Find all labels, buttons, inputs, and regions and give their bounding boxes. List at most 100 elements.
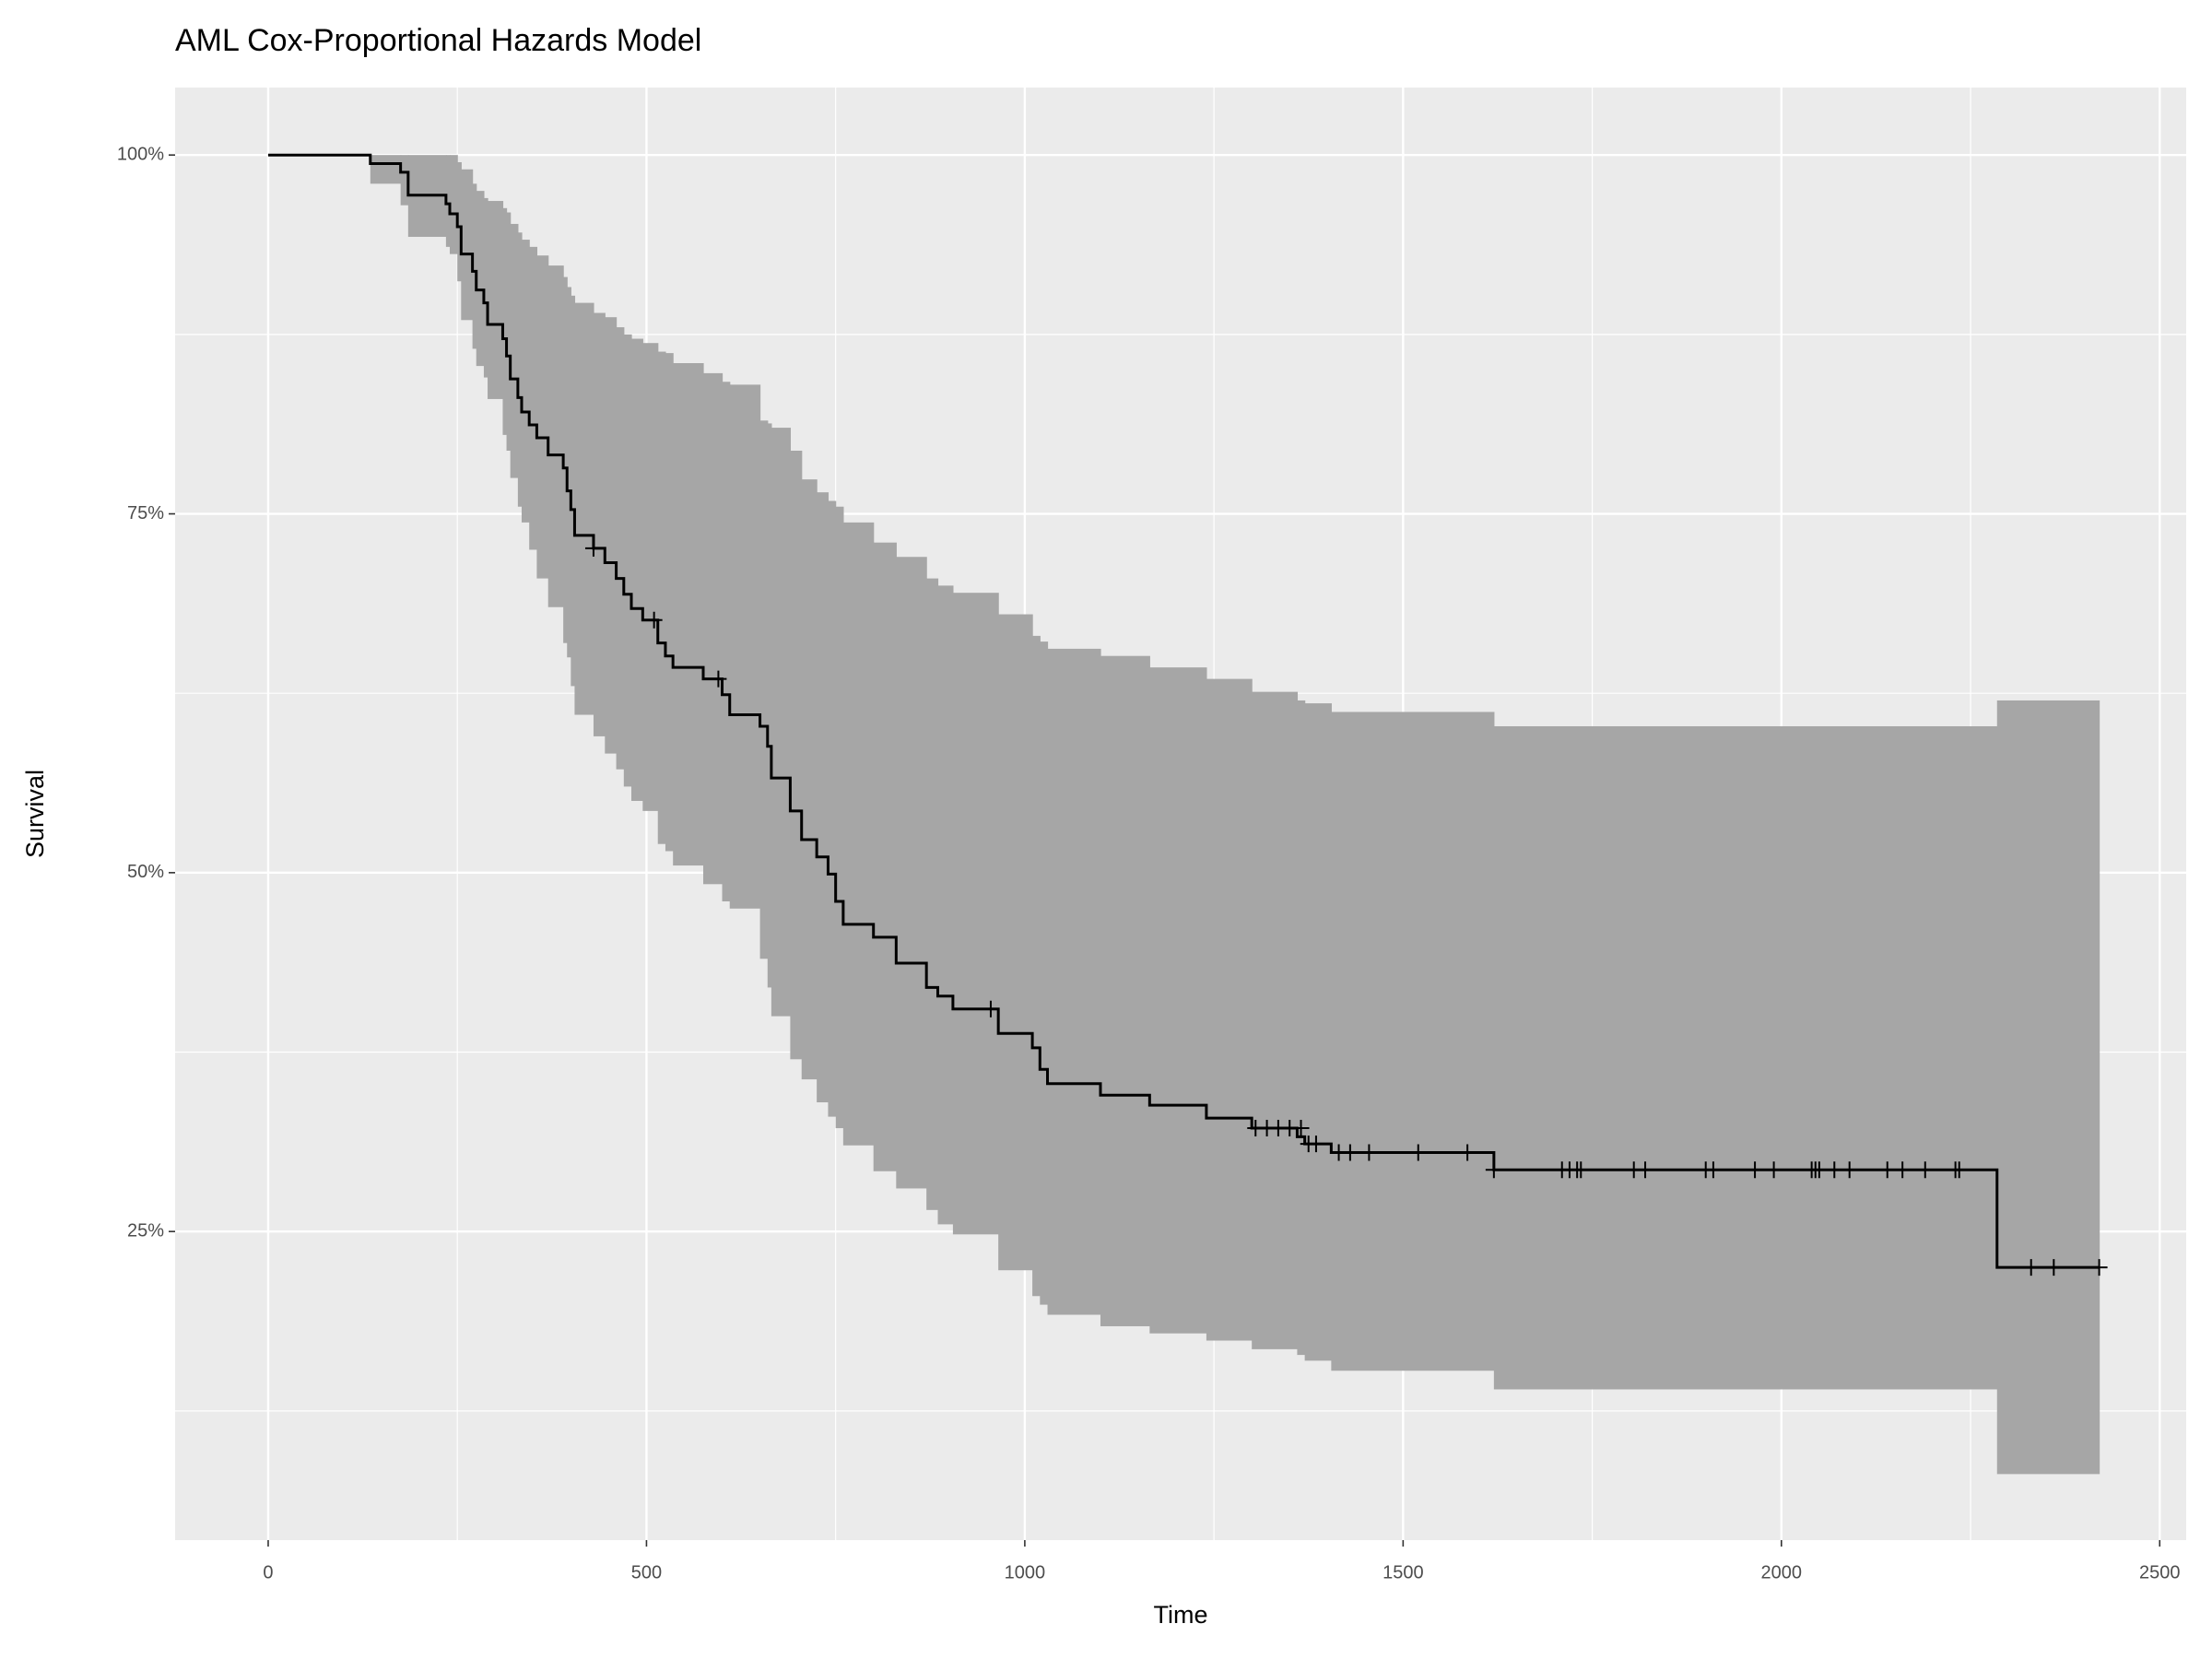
confidence-band — [616, 327, 625, 770]
censor-mark — [1810, 1161, 1828, 1179]
confidence-band — [1252, 691, 1299, 1349]
confidence-band — [631, 338, 643, 801]
confidence-band — [896, 557, 927, 1189]
censor-mark — [1878, 1161, 1896, 1179]
confidence-band — [673, 363, 704, 866]
confidence-band — [1493, 726, 1998, 1390]
censor-mark — [2022, 1259, 2040, 1277]
censor-mark — [1765, 1161, 1783, 1179]
confidence-band — [952, 593, 999, 1235]
confidence-band — [567, 287, 571, 658]
x-tick-label: 0 — [263, 1562, 273, 1583]
confidence-band — [1047, 648, 1101, 1315]
censor-mark — [645, 611, 663, 629]
confidence-band — [502, 207, 508, 435]
x-axis-title: Time — [1154, 1601, 1208, 1629]
censor-mark — [1360, 1144, 1378, 1161]
confidence-band — [665, 353, 674, 852]
confidence-band — [771, 428, 792, 1017]
confidence-band — [623, 334, 632, 787]
confidence-band — [767, 423, 772, 988]
confidence-band — [1297, 700, 1306, 1356]
confidence-band — [1206, 678, 1253, 1341]
confidence-band — [1996, 700, 2100, 1475]
confidence-band — [400, 155, 409, 206]
censor-mark — [1409, 1144, 1427, 1161]
confidence-band — [521, 240, 530, 523]
confidence-band — [998, 614, 1033, 1271]
x-tick-label: 500 — [631, 1562, 662, 1583]
confidence-band — [472, 183, 477, 349]
x-tick-label: 1000 — [1005, 1562, 1046, 1583]
survival-line — [267, 153, 2100, 1269]
confidence-band — [370, 155, 402, 184]
confidence-band — [926, 578, 939, 1210]
confidence-band — [547, 265, 564, 607]
x-tick-label: 1500 — [1382, 1562, 1424, 1583]
confidence-band — [722, 382, 731, 901]
confidence-band — [842, 522, 875, 1146]
confidence-band — [790, 451, 803, 1060]
confidence-band — [529, 246, 537, 550]
censor-mark — [1637, 1161, 1654, 1179]
confidence-band — [1331, 712, 1495, 1371]
confidence-band — [657, 351, 666, 844]
confidence-band — [1149, 667, 1207, 1334]
confidence-band — [729, 384, 761, 909]
confidence-band — [1100, 655, 1150, 1326]
confidence-band — [445, 155, 451, 247]
confidence-band — [461, 169, 474, 321]
censor-mark — [2045, 1259, 2063, 1277]
y-tick-label: 50% — [127, 862, 164, 882]
confidence-band — [449, 155, 458, 254]
confidence-band — [642, 343, 659, 811]
confidence-band — [483, 197, 488, 378]
censor-mark — [2090, 1259, 2108, 1277]
confidence-band — [574, 302, 594, 715]
confidence-band — [835, 506, 844, 1129]
censor-mark — [1307, 1135, 1324, 1153]
censor-mark — [1916, 1161, 1934, 1179]
confidence-band — [488, 201, 504, 399]
y-tick-label: 100% — [117, 144, 164, 164]
confidence-band — [536, 255, 549, 579]
censor-mark — [584, 539, 602, 557]
y-tick-label: 75% — [127, 503, 164, 524]
censor-mark — [1459, 1144, 1477, 1161]
y-axis-title: Survival — [21, 770, 49, 858]
censor-mark — [1485, 1161, 1502, 1179]
censor-mark — [1747, 1161, 1764, 1179]
confidence-band — [476, 191, 485, 367]
confidence-band — [457, 161, 462, 282]
censor-mark — [710, 670, 727, 688]
confidence-band — [593, 312, 606, 736]
confidence-band — [759, 420, 769, 959]
confidence-band — [817, 492, 830, 1103]
censor-mark — [1341, 1144, 1359, 1161]
x-tick-label: 2500 — [2139, 1562, 2181, 1583]
censor-mark — [1572, 1161, 1590, 1179]
censor-mark — [1950, 1161, 1968, 1179]
confidence-band — [563, 276, 568, 643]
confidence-band — [828, 500, 837, 1117]
censor-mark — [1704, 1161, 1722, 1179]
confidence-band — [1040, 641, 1049, 1305]
confidence-band — [703, 372, 724, 885]
censor-mark — [1292, 1120, 1310, 1137]
confidence-band — [1304, 703, 1332, 1361]
confidence-band — [517, 232, 523, 507]
chart-title: AML Cox-Proportional Hazards Model — [175, 23, 701, 58]
censor-mark — [1826, 1161, 1843, 1179]
y-tick-label: 25% — [127, 1220, 164, 1241]
censor-mark — [982, 1000, 999, 1018]
confidence-band — [510, 223, 519, 478]
confidence-band — [506, 212, 512, 452]
confidence-band — [801, 479, 818, 1080]
confidence-band — [937, 585, 954, 1225]
confidence-band — [571, 295, 576, 687]
censor-mark — [1894, 1161, 1912, 1179]
confidence-band — [1032, 635, 1041, 1297]
x-tick-label: 2000 — [1761, 1562, 1803, 1583]
confidence-band — [605, 317, 618, 754]
